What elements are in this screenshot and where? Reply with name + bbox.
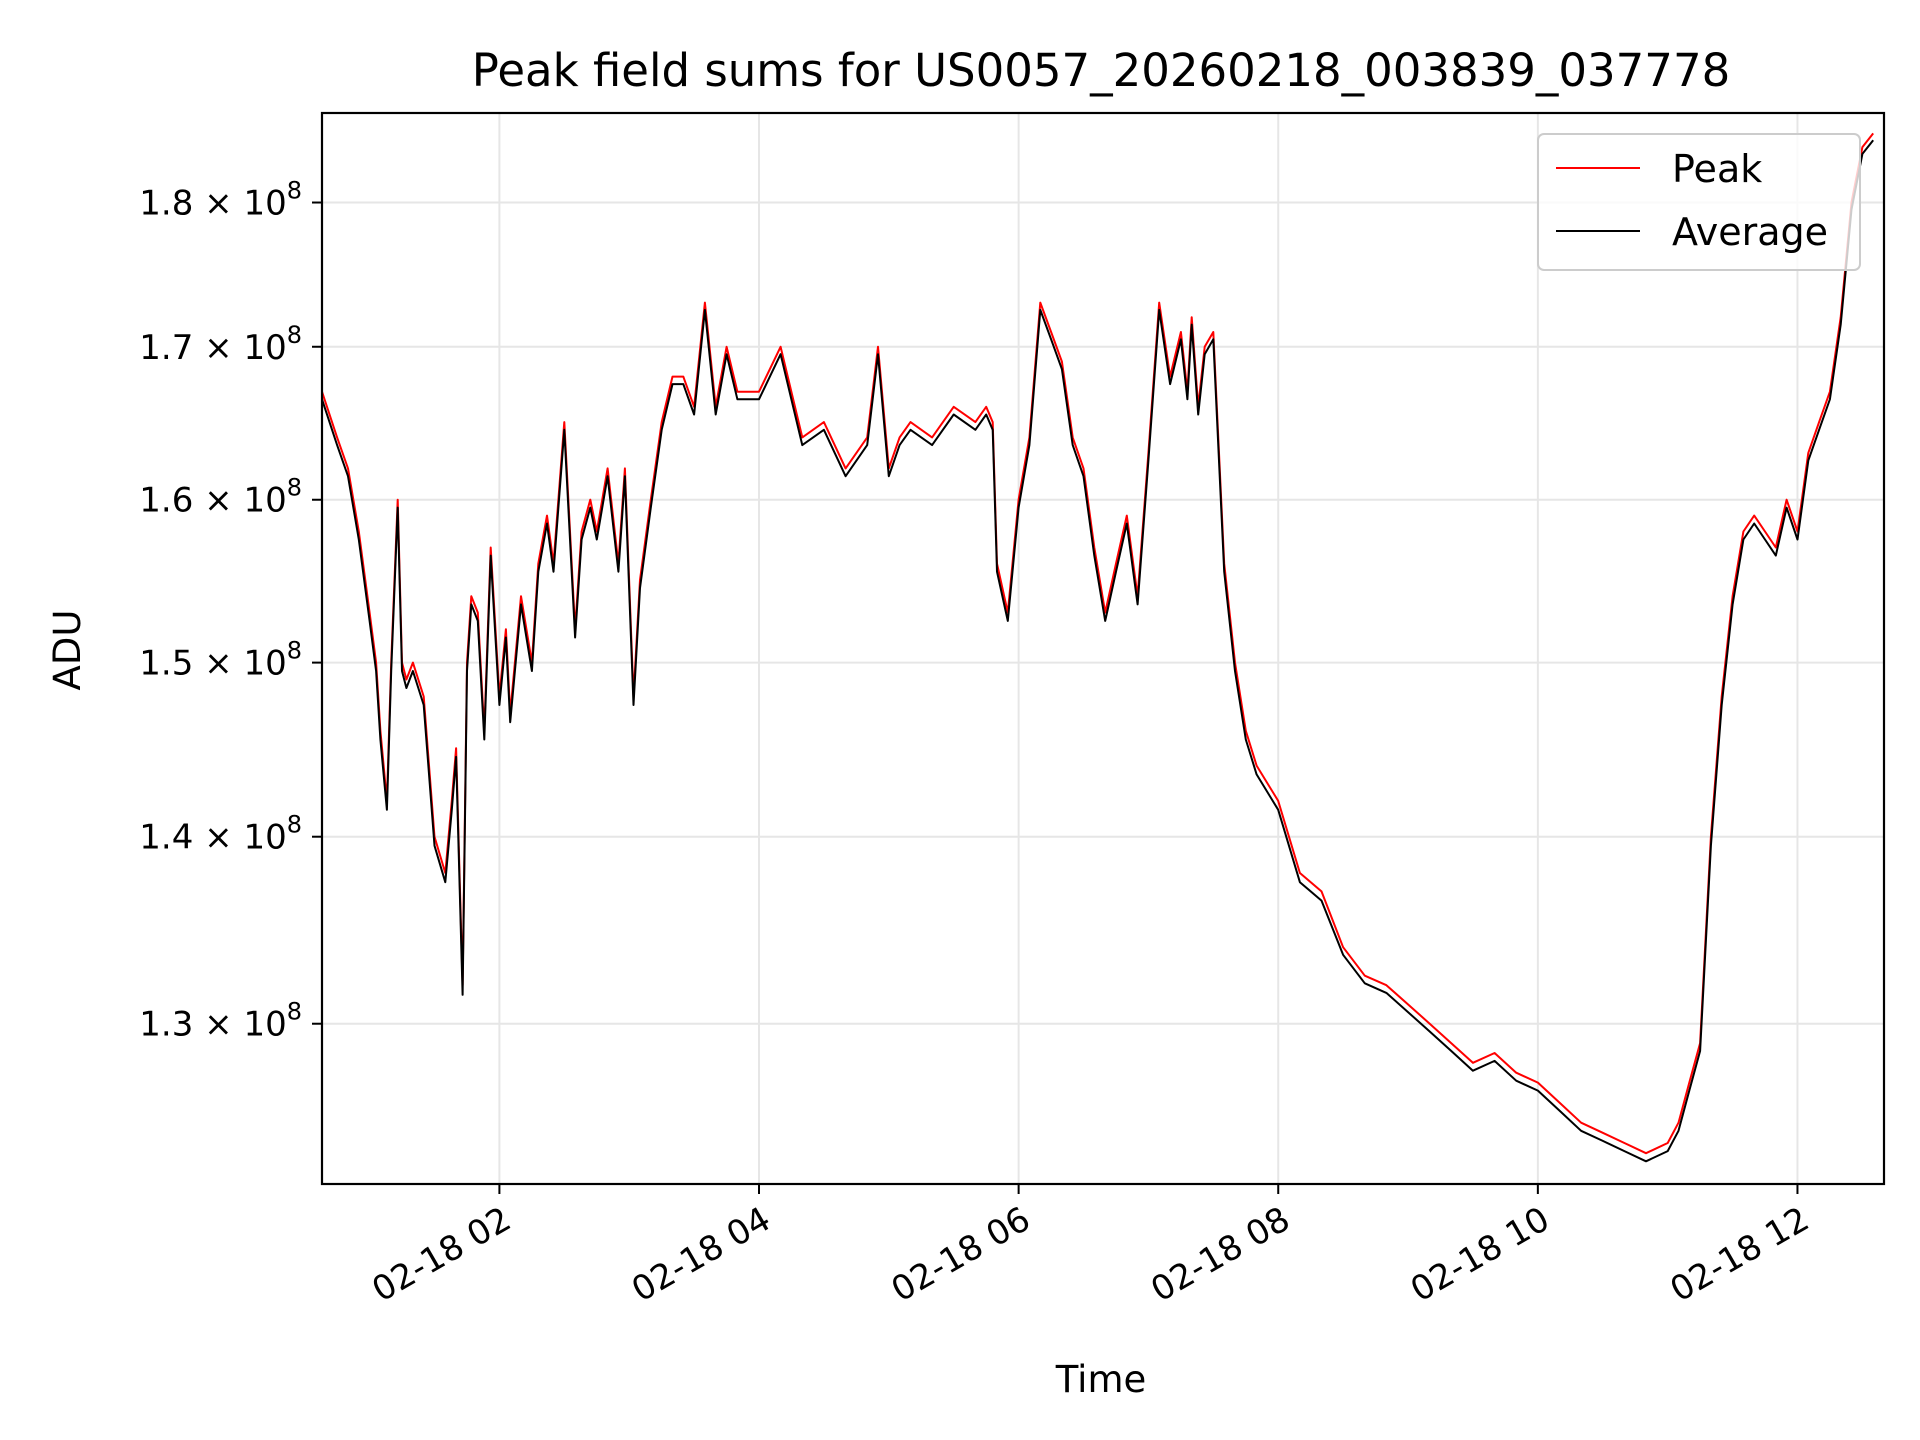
y-tick-exponent: 8	[287, 474, 302, 502]
y-tick-label: 1.4 × 108	[139, 811, 302, 858]
y-tick-exponent: 8	[287, 637, 302, 665]
y-tick-label: 1.8 × 108	[139, 177, 302, 224]
y-tick-exponent: 8	[287, 998, 302, 1026]
x-axis-label: Time	[1055, 1358, 1147, 1401]
legend-peak-label: Peak	[1672, 147, 1762, 191]
legend: Peak Average	[1537, 133, 1861, 271]
y-tick-mantissa: 1.3 × 10	[139, 1005, 286, 1045]
y-tick-mantissa: 1.4 × 10	[139, 818, 286, 858]
series-line-average	[322, 139, 1874, 1163]
y-tick-label: 1.3 × 108	[139, 998, 302, 1045]
y-tick-label: 1.6 × 108	[139, 474, 302, 521]
y-tick-mantissa: 1.5 × 10	[139, 644, 286, 684]
chart-title: Peak field sums for US0057_20260218_0038…	[472, 44, 1730, 97]
y-tick-label: 1.5 × 108	[139, 637, 302, 684]
y-tick-mantissa: 1.7 × 10	[139, 328, 286, 368]
grid	[322, 113, 1884, 1184]
plot-frame	[320, 111, 1886, 1186]
y-tick-exponent: 8	[287, 811, 302, 839]
y-tick-exponent: 8	[287, 177, 302, 205]
y-tick-mantissa: 1.6 × 10	[139, 481, 286, 521]
plot-lines	[322, 132, 1874, 1163]
legend-average-label: Average	[1672, 210, 1828, 254]
y-axis-label: ADU	[46, 610, 89, 691]
y-tick-exponent: 8	[287, 321, 302, 349]
y-tick-label: 1.7 × 108	[139, 321, 302, 368]
y-tick-mantissa: 1.8 × 10	[139, 184, 286, 224]
